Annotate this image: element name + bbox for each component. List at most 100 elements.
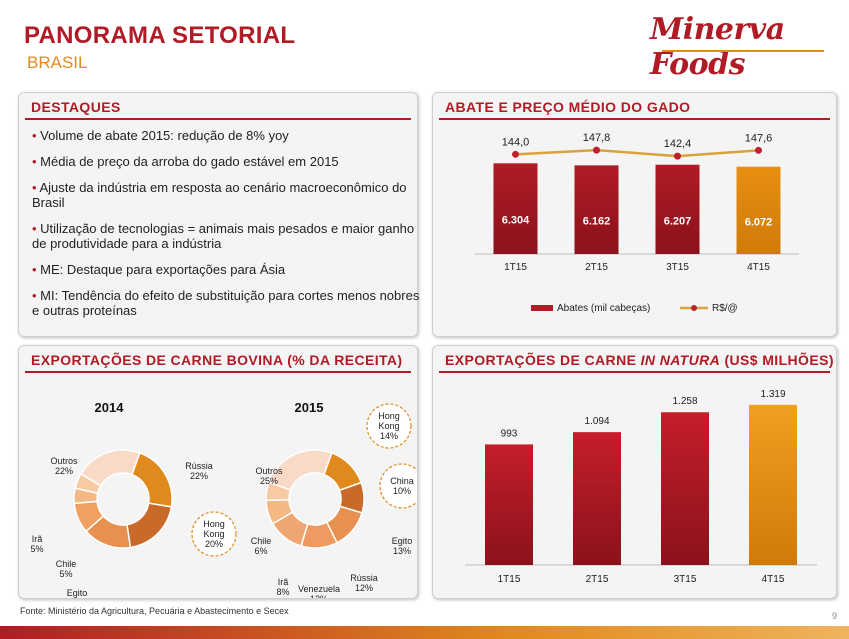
pie-slice-percent: 13% xyxy=(393,546,411,556)
export-bar xyxy=(573,432,621,565)
logo-underline xyxy=(662,50,824,52)
abate-bar-label: 6.304 xyxy=(502,215,530,227)
preco-label: 144,0 xyxy=(502,136,530,148)
pie-slice-percent: 22% xyxy=(190,471,208,481)
bullet-item: • Volume de abate 2015: redução de 8% yo… xyxy=(32,128,422,143)
preco-point xyxy=(593,146,600,154)
abate-category-label: 1T15 xyxy=(504,262,527,273)
abate-divider xyxy=(439,118,830,120)
export-bar xyxy=(749,404,797,565)
abate-category-label: 2T15 xyxy=(585,262,608,273)
preco-point xyxy=(674,152,681,160)
pie-slice-percent: 5% xyxy=(30,544,43,554)
destaques-title: DESTAQUES xyxy=(31,99,121,115)
pie-slice-name: Egito xyxy=(67,588,88,598)
pie-slice-name: Outros xyxy=(255,466,283,476)
pie-slice xyxy=(268,449,333,492)
highlight-circle xyxy=(366,403,412,449)
pie-slice-name: Kong xyxy=(378,421,399,431)
pie-slice-name: Kong xyxy=(203,529,224,539)
pie-slice-name: Hong xyxy=(203,519,225,529)
page-number: 9 xyxy=(832,611,838,621)
highlight-circle xyxy=(191,511,237,557)
destaques-panel: DESTAQUES • Volume de abate 2015: reduçã… xyxy=(18,92,419,337)
pie-slice-percent: 22% xyxy=(55,466,73,476)
bullet-dot: • xyxy=(32,262,41,277)
bullet-text: Média de preço da arroba do gado estável… xyxy=(40,154,339,169)
abate-category-label: 4T15 xyxy=(747,262,770,273)
in-natura-panel: EXPORTAÇÕES DE CARNE IN NATURA (US$ MILH… xyxy=(432,345,837,599)
pie-slice-name: Egito xyxy=(392,536,413,546)
abate-bar-label: 6.072 xyxy=(745,216,773,228)
export-category-label: 1T15 xyxy=(498,574,521,585)
pie-slice-name: Venezuela xyxy=(298,584,340,594)
bullet-dot: • xyxy=(32,288,41,303)
export-bar-label: 1.094 xyxy=(584,416,609,427)
minerva-foods-logo: Minerva Foods xyxy=(650,12,785,82)
bullet-text: Volume de abate 2015: redução de 8% yoy xyxy=(40,128,289,143)
pie-slice-name: Irã xyxy=(278,577,289,587)
pie-slice-name: Hong xyxy=(378,411,400,421)
preco-point xyxy=(512,150,519,158)
bullet-text: Ajuste da indústria em resposta ao cenár… xyxy=(32,180,407,210)
pie-year-label: 2014 xyxy=(95,400,125,415)
bullet-text: MI: Tendência do efeito de substituição … xyxy=(32,288,420,318)
exportacoes-pie-panel: EXPORTAÇÕES DE CARNE BOVINA (% DA RECEIT… xyxy=(18,345,418,599)
abate-panel: ABATE E PREÇO MÉDIO DO GADO 6.304 1T15 6.1… xyxy=(432,92,837,337)
pie-slice-name: Rússia xyxy=(350,573,378,583)
preco-line xyxy=(515,148,759,158)
pie-slice-name: Chile xyxy=(251,536,272,546)
in-natura-divider xyxy=(439,371,830,373)
pie-slice xyxy=(126,502,173,549)
export-bar xyxy=(661,412,709,565)
bullet-dot: • xyxy=(32,221,41,236)
legend-preco-marker xyxy=(691,305,697,311)
export-bar-label: 993 xyxy=(501,428,518,439)
pie-slice-percent: 20% xyxy=(205,539,223,549)
abate-bar xyxy=(493,163,538,254)
bullet-dot: • xyxy=(32,180,40,195)
abate-bar xyxy=(736,166,781,254)
pie-year-label: 2015 xyxy=(295,400,324,415)
pie-slice-name: Chile xyxy=(56,559,77,569)
bullet-text: ME: Destaque para exportações para Ásia xyxy=(40,262,286,277)
legend-abates-swatch xyxy=(531,305,553,311)
export-bar xyxy=(485,444,533,565)
destaques-list: • Volume de abate 2015: redução de 8% yo… xyxy=(32,128,422,329)
preco-point xyxy=(755,146,762,154)
bullet-text: Utilização de tecnologias = animais mais… xyxy=(32,221,415,251)
pie-divider xyxy=(25,371,411,373)
bullet-item: • Ajuste da indústria em resposta ao cen… xyxy=(32,180,422,210)
source-footnote: Fonte: Ministério da Agricultura, Pecuár… xyxy=(20,606,289,616)
page-subtitle: BRASIL xyxy=(27,53,88,72)
pie-slice-name: Rússia xyxy=(185,461,213,471)
title-suffix: (US$ MILHÕES) xyxy=(720,352,834,368)
bullet-item: • Utilização de tecnologias = animais ma… xyxy=(32,221,422,251)
in-natura-chart-title: EXPORTAÇÕES DE CARNE IN NATURA (US$ MILH… xyxy=(445,352,834,368)
pie-slice xyxy=(130,452,173,508)
pie-slice-percent: 12% xyxy=(310,594,328,598)
abate-bar-label: 6.162 xyxy=(583,216,611,228)
abate-bar-label: 6.207 xyxy=(664,215,692,227)
pie-slice-name: China xyxy=(390,476,414,486)
export-category-label: 3T15 xyxy=(674,574,697,585)
pie-slice-percent: 14% xyxy=(380,431,398,441)
export-category-label: 4T15 xyxy=(762,574,785,585)
pie-slice-name: Irã xyxy=(32,534,43,544)
pie-slice-name: Outros xyxy=(50,456,78,466)
bullet-item: • ME: Destaque para exportações para Ási… xyxy=(32,262,422,277)
preco-label: 147,8 xyxy=(583,132,611,144)
bullet-dot: • xyxy=(32,128,41,143)
abate-category-label: 3T15 xyxy=(666,262,689,273)
in-natura-chart: 993 1T15 1.094 2T15 1.258 3T15 1.319 4T15 xyxy=(465,389,817,585)
export-bar-label: 1.258 xyxy=(672,396,697,407)
pie-slice-percent: 8% xyxy=(276,587,289,597)
pie-charts: 2014Rússia22%HongKong20%Venezuela16%Egit… xyxy=(30,400,417,598)
pie-slice xyxy=(79,449,141,487)
highlight-circle xyxy=(379,463,417,509)
pie-slice-percent: 25% xyxy=(260,476,278,486)
legend-abates-label: Abates (mil cabeças) xyxy=(557,303,650,314)
title-prefix: EXPORTAÇÕES DE CARNE xyxy=(445,352,641,368)
pie-slice-percent: 6% xyxy=(254,546,267,556)
preco-label: 147,6 xyxy=(745,132,773,144)
